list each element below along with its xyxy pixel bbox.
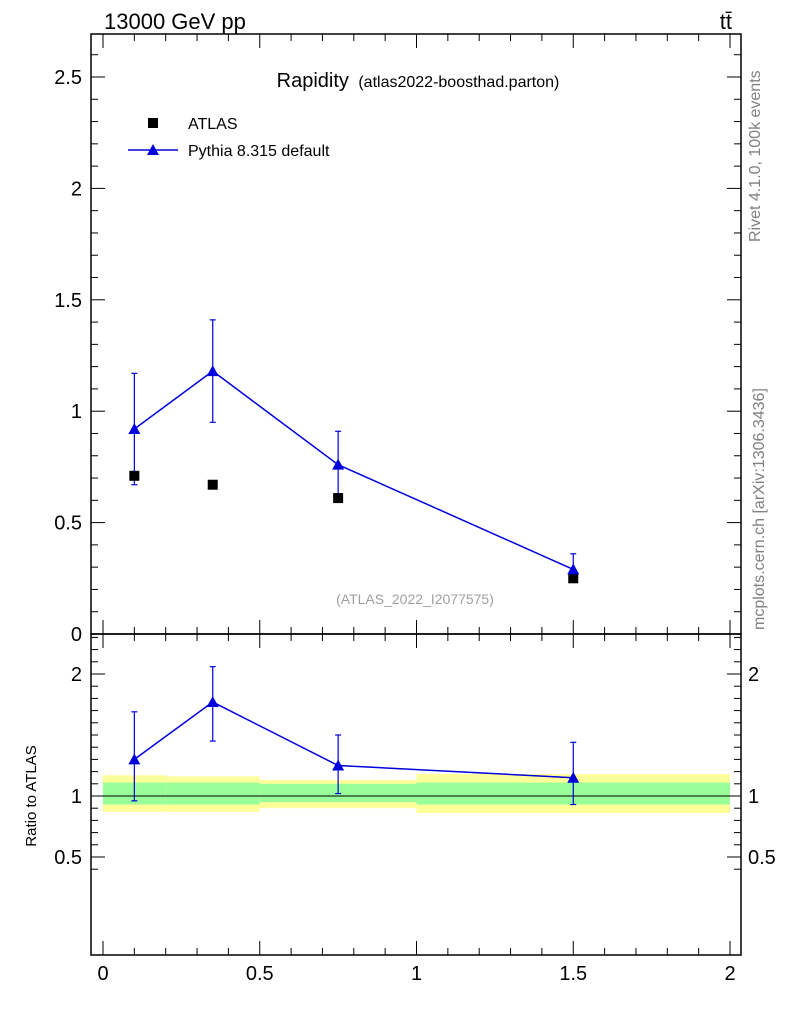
- x-tick-label: 1: [411, 963, 422, 985]
- energy-label: 13000 GeV pp: [104, 9, 246, 34]
- mcplots-label: mcplots.cern.ch [arXiv:1306.3436]: [751, 388, 768, 630]
- stat-band-1: [165, 782, 260, 805]
- atlas-point: [568, 573, 579, 584]
- ratio-pythia-line: [133, 701, 574, 779]
- atlas-point: [129, 470, 140, 481]
- pythia-point: [567, 563, 580, 575]
- x-tick-label: 0: [97, 963, 108, 985]
- ratio-pythia-point: [206, 696, 219, 708]
- main-y-tick-label: 0.5: [54, 513, 82, 535]
- rivet-version-label: Rivet 4.1.0, 100k events: [747, 70, 764, 242]
- data-marks: [128, 319, 580, 806]
- pythia-point: [332, 458, 345, 470]
- ratio-y-tick-label-right: 0.5: [748, 847, 776, 869]
- ratio-uncertainty-bands: [91, 774, 741, 814]
- atlas-point: [207, 479, 218, 490]
- ratio-y-tick-label-left: 0.5: [54, 847, 82, 869]
- subtitle-text: (atlas2022-boosthad.parton): [358, 74, 559, 91]
- panel-frames: [90, 33, 742, 956]
- legend-atlas-label: ATLAS: [188, 116, 238, 133]
- main-y-tick-label: 1.5: [54, 290, 82, 312]
- legend-pythia-marker: [147, 144, 159, 155]
- x-tick-label: 0.5: [246, 963, 274, 985]
- ratio-pythia-point: [332, 759, 345, 771]
- ratio-pythia-point: [128, 753, 141, 765]
- ratio-y-tick-label-left: 1: [71, 786, 82, 808]
- main-title: Rapidity (atlas2022-boosthad.parton): [277, 70, 560, 92]
- ratio-y-tick-label-right: 1: [748, 786, 759, 808]
- analysis-watermark: (ATLAS_2022_I2077575): [336, 591, 494, 607]
- ratio-pythia-point: [567, 771, 580, 783]
- main-y-tick-label: 1: [71, 401, 82, 423]
- pythia-point: [206, 365, 219, 377]
- legend-pythia-label: Pythia 8.315 default: [188, 143, 330, 160]
- atlas-point: [333, 493, 344, 504]
- main-y-tick-label: 0: [71, 624, 82, 646]
- pythia-point: [128, 423, 141, 435]
- x-tick-label: 2: [724, 963, 735, 985]
- axis-ticks: 0 0.5 1 1.5 2 0 0.5 1 1.5 2 2.5 0.5 0.5 1 1 2 2: [54, 34, 776, 985]
- x-tick-label: 1.5: [559, 963, 587, 985]
- legend-atlas-marker: [148, 118, 158, 128]
- ratio-y-tick-label-right: 2: [748, 664, 759, 686]
- ratio-ylabel: Ratio to ATLAS: [23, 745, 40, 846]
- main-y-tick-label: 2: [71, 178, 82, 200]
- ratio-y-tick-label-left: 2: [71, 664, 82, 686]
- main-y-tick-label: 2.5: [54, 67, 82, 89]
- title-text: Rapidity: [277, 70, 349, 92]
- process-label: tt̄: [720, 9, 732, 34]
- pythia-line: [133, 370, 574, 571]
